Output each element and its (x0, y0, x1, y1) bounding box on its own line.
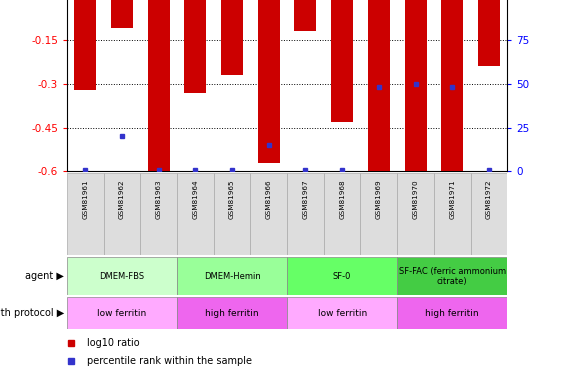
Bar (147, 0, 170, 171)
Bar (141, 173, 177, 255)
Text: GSM81969: GSM81969 (376, 180, 382, 219)
Bar (184, 0, 206, 93)
Bar (75, 0, 96, 90)
Text: high ferritin: high ferritin (205, 309, 259, 318)
Text: SF-FAC (ferric ammonium
citrate): SF-FAC (ferric ammonium citrate) (399, 267, 505, 286)
Bar (441, 0, 463, 171)
Bar (177, 173, 214, 255)
Text: percentile rank within the sample: percentile rank within the sample (87, 356, 252, 366)
Bar (478, 0, 500, 66)
Text: GSM81968: GSM81968 (339, 180, 345, 219)
Bar (258, 0, 280, 162)
Text: GSM81961: GSM81961 (82, 180, 89, 219)
Text: DMEM-FBS: DMEM-FBS (100, 272, 145, 281)
Bar (287, 297, 397, 329)
Text: GSM81965: GSM81965 (229, 180, 235, 219)
Bar (294, 0, 317, 31)
Text: GSM81966: GSM81966 (266, 180, 272, 219)
Text: high ferritin: high ferritin (426, 309, 479, 318)
Text: GSM81962: GSM81962 (119, 180, 125, 219)
Bar (67, 257, 177, 295)
Bar (221, 0, 243, 75)
Bar (331, 0, 353, 122)
Text: low ferritin: low ferritin (318, 309, 367, 318)
Bar (470, 173, 507, 255)
Bar (397, 297, 507, 329)
Bar (104, 173, 141, 255)
Bar (177, 297, 287, 329)
Bar (397, 257, 507, 295)
Text: GSM81963: GSM81963 (156, 180, 161, 219)
Bar (368, 0, 390, 171)
Text: low ferritin: low ferritin (97, 309, 147, 318)
Text: growth protocol ▶: growth protocol ▶ (0, 308, 64, 318)
Bar (397, 173, 434, 255)
Text: DMEM-Hemin: DMEM-Hemin (203, 272, 261, 281)
Bar (287, 173, 324, 255)
Bar (405, 0, 427, 171)
Text: agent ▶: agent ▶ (25, 271, 64, 281)
Bar (434, 173, 470, 255)
Bar (287, 257, 397, 295)
Bar (111, 0, 133, 28)
Text: GSM81967: GSM81967 (303, 180, 308, 219)
Bar (324, 173, 360, 255)
Text: SF-0: SF-0 (333, 272, 352, 281)
Bar (67, 173, 104, 255)
Text: log10 ratio: log10 ratio (87, 338, 139, 348)
Bar (67, 297, 177, 329)
Bar (214, 173, 251, 255)
Bar (251, 173, 287, 255)
Text: GSM81971: GSM81971 (449, 180, 455, 219)
Text: GSM81970: GSM81970 (413, 180, 419, 219)
Bar (177, 257, 287, 295)
Text: GSM81964: GSM81964 (192, 180, 198, 219)
Bar (360, 173, 397, 255)
Text: GSM81972: GSM81972 (486, 180, 492, 219)
